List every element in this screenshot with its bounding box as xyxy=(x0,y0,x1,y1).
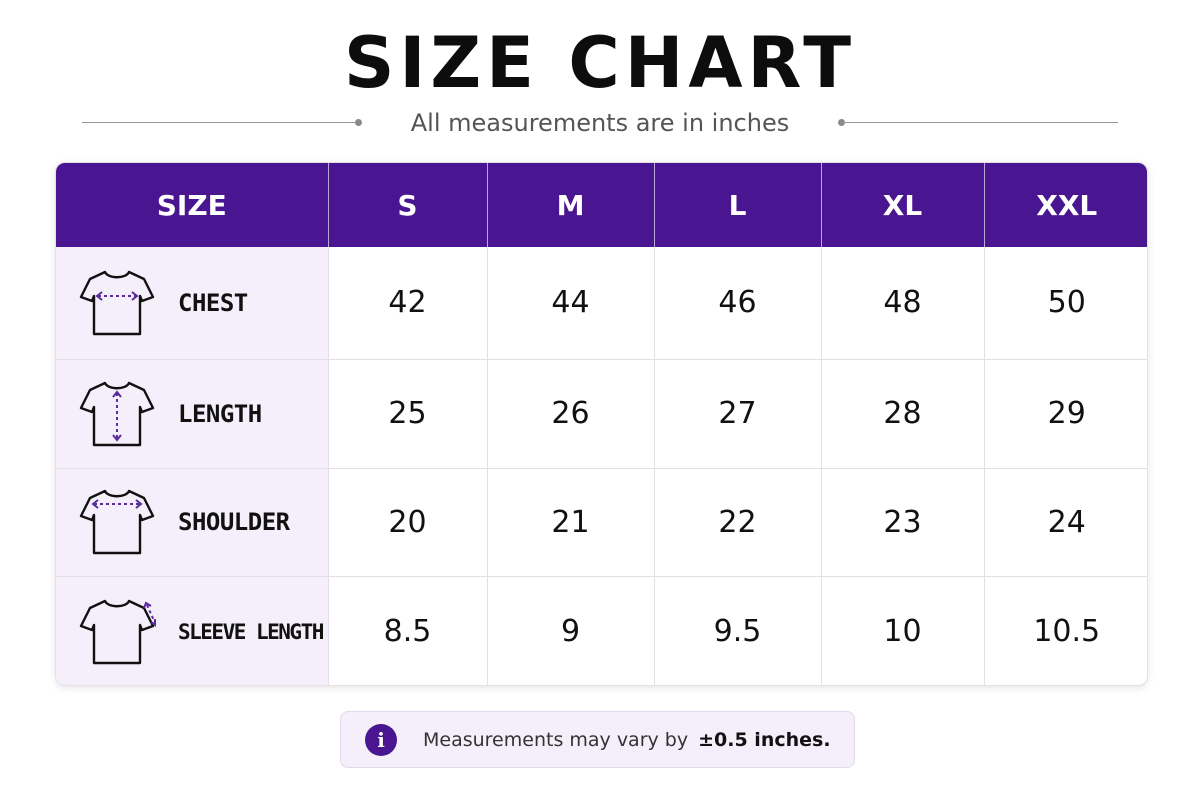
header-xl: XL xyxy=(821,163,985,247)
chest-shirt-icon xyxy=(79,270,155,335)
length-shirt-icon xyxy=(79,381,155,446)
cell-chest-xl: 48 xyxy=(821,247,985,360)
measurement-note: i Measurements may vary by ±0.5 inches. xyxy=(340,711,855,768)
row-label-chest: CHEST xyxy=(56,247,329,360)
cell-chest-l: 46 xyxy=(654,247,822,360)
note-emphasis: ±0.5 inches. xyxy=(698,728,831,751)
header-size: SIZE xyxy=(56,163,329,247)
row-label-text: CHEST xyxy=(178,288,248,317)
row-label-shoulder: SHOULDER xyxy=(56,468,329,577)
row-label-text: SHOULDER xyxy=(178,508,290,536)
header-l: L xyxy=(654,163,822,247)
page-title: SIZE CHART xyxy=(343,22,857,104)
row-label-text: LENGTH xyxy=(178,399,262,428)
divider-dot-left xyxy=(355,119,362,126)
divider-left xyxy=(82,122,358,123)
cell-shoulder-l: 22 xyxy=(654,468,822,577)
cell-length-s: 25 xyxy=(328,359,488,469)
table-row-shoulder: SHOULDER 20 21 22 23 24 xyxy=(56,468,1147,577)
cell-length-xl: 28 xyxy=(821,359,985,469)
size-table: SIZE S M L XL XXL xyxy=(56,163,1147,685)
cell-sleeve-m: 9 xyxy=(487,576,655,685)
header-row: SIZE S M L XL XXL xyxy=(56,163,1147,247)
table-row-chest: CHEST 42 44 46 48 50 xyxy=(56,247,1147,360)
cell-shoulder-xxl: 24 xyxy=(984,468,1147,577)
cell-sleeve-s: 8.5 xyxy=(328,576,488,685)
cell-length-xxl: 29 xyxy=(984,359,1147,469)
cell-sleeve-xxl: 10.5 xyxy=(1033,614,1101,650)
cell-shoulder-m: 21 xyxy=(487,468,655,577)
table-row-sleeve-length: SLEEVE LENGTH 8.5 9 9.5 10 10.5 xyxy=(56,576,1147,685)
note-text: Measurements may vary by xyxy=(423,728,689,751)
cell-chest-xxl: 50 xyxy=(984,247,1147,360)
divider-right xyxy=(842,122,1118,123)
shoulder-shirt-icon xyxy=(79,489,155,555)
size-table-card: SIZE S M L XL XXL xyxy=(55,162,1148,686)
cell-shoulder-s: 20 xyxy=(328,468,488,577)
subtitle: All measurements are in inches xyxy=(410,109,790,137)
sleeve-shirt-icon xyxy=(79,599,156,664)
info-icon: i xyxy=(365,723,397,756)
header-m: M xyxy=(487,163,655,247)
cell-chest-s: 42 xyxy=(328,247,488,360)
divider-dot-right xyxy=(838,119,845,126)
cell-shoulder-xl: 23 xyxy=(821,468,985,577)
header-xxl: XXL xyxy=(984,163,1147,247)
row-label-text: SLEEVE LENGTH xyxy=(178,619,324,644)
subtitle-row: All measurements are in inches xyxy=(0,106,1200,140)
cell-chest-m: 44 xyxy=(487,247,655,360)
cell-sleeve-xl: 10 xyxy=(821,576,985,685)
header-s: S xyxy=(328,163,488,247)
table-row-length: LENGTH 25 26 27 28 29 xyxy=(56,359,1147,469)
cell-length-m: 26 xyxy=(487,359,655,469)
row-label-length: LENGTH xyxy=(56,359,329,469)
row-label-sleeve-length: SLEEVE LENGTH xyxy=(56,576,329,685)
cell-length-l: 27 xyxy=(654,359,822,469)
cell-sleeve-l: 9.5 xyxy=(654,576,822,685)
